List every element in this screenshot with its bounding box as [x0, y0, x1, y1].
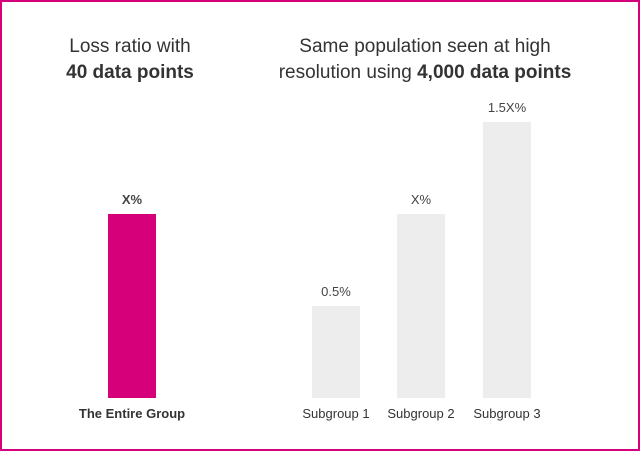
bar-subgroup-3: [483, 122, 531, 398]
left-panel-title: Loss ratio with 40 data points: [40, 34, 220, 86]
data-label: X%: [122, 192, 143, 207]
category-label: Subgroup 3: [473, 406, 540, 421]
left-title-line-2: 40 data points: [66, 62, 194, 83]
bar-subgroup-2: [397, 214, 445, 398]
bar-subgroup-1: [312, 306, 360, 398]
data-label: X%: [411, 192, 432, 207]
data-label: 0.5%: [321, 284, 351, 299]
right-title-line-2b: 4,000 data points: [417, 62, 572, 83]
category-label: Subgroup 2: [387, 406, 454, 421]
bar-the-entire-group: [108, 214, 156, 398]
data-label: 1.5X%: [488, 100, 527, 115]
category-label: Subgroup 1: [302, 406, 369, 421]
left-title-line-1: Loss ratio with: [69, 36, 191, 57]
category-label: The Entire Group: [79, 406, 185, 421]
right-panel-title: Same population seen at high resolution …: [255, 34, 595, 86]
right-title-line-2a: resolution using: [278, 62, 412, 83]
right-title-line-1: Same population seen at high: [299, 36, 551, 57]
